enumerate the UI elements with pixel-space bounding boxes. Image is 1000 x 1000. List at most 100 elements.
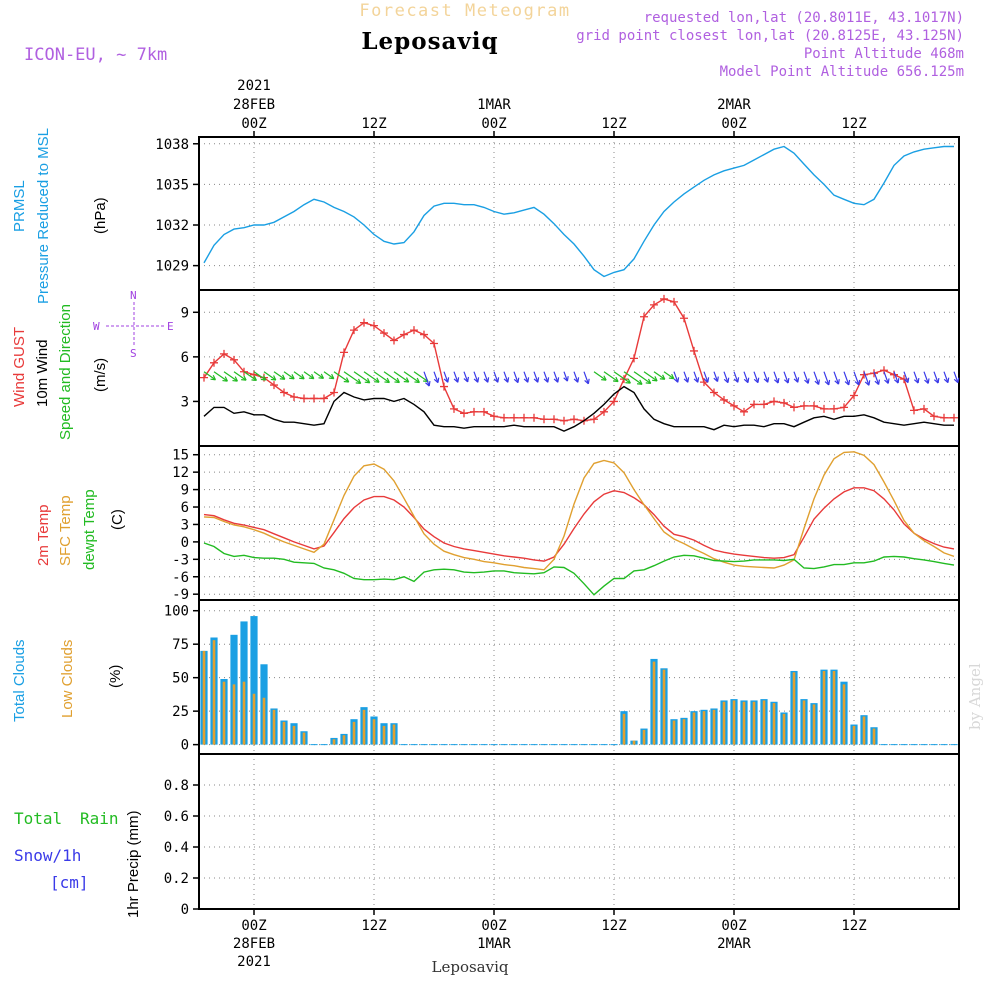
wind-arrow-head bbox=[308, 373, 315, 380]
wind-arrow-head bbox=[636, 379, 643, 385]
wind-arrow bbox=[733, 371, 739, 383]
series-wind-1 bbox=[203, 385, 954, 432]
wind-arrow-head bbox=[493, 377, 500, 383]
series-wind-0 bbox=[203, 298, 954, 422]
wind-arrow bbox=[303, 371, 315, 380]
cloud-bar-low bbox=[252, 693, 256, 745]
wind-arrow bbox=[633, 371, 652, 384]
wind-arrow-head bbox=[364, 377, 371, 384]
gust-marker bbox=[290, 392, 298, 401]
time-label-top: 12Z bbox=[361, 116, 386, 132]
wind-arrow-head bbox=[933, 377, 940, 384]
wind-arrow bbox=[783, 371, 789, 384]
wind-arrow bbox=[413, 371, 429, 383]
gust-marker bbox=[450, 404, 458, 413]
time-label-bottom: 12Z bbox=[601, 918, 626, 934]
gust-marker bbox=[660, 294, 668, 303]
y-tick-label-temperature: -3 bbox=[172, 552, 189, 568]
gust-marker bbox=[800, 401, 808, 410]
station-title: Leposaviq bbox=[361, 28, 498, 55]
wind-arrow bbox=[253, 371, 267, 381]
wind-arrow bbox=[623, 371, 643, 385]
wind-arrow-head bbox=[584, 378, 590, 385]
wind-arrow-head bbox=[953, 377, 960, 384]
wind-arrow-head bbox=[645, 378, 652, 385]
gust-marker bbox=[830, 404, 838, 413]
time-label-top: 00Z bbox=[481, 116, 506, 132]
wind-arrow-head bbox=[425, 380, 431, 387]
label-sfc-temp: SFC Temp bbox=[57, 495, 74, 566]
cloud-bar-low bbox=[362, 709, 366, 745]
model-altitude: Model Point Altitude 656.125m bbox=[720, 64, 964, 80]
wind-arrow bbox=[583, 371, 589, 384]
wind-arrow-head bbox=[543, 377, 550, 383]
wind-arrow bbox=[803, 371, 809, 384]
wind-arrow-head bbox=[533, 377, 540, 383]
wind-arrow bbox=[203, 371, 216, 381]
time-label-bottom: 2021 bbox=[237, 954, 271, 970]
wind-arrow bbox=[693, 371, 699, 383]
wind-arrow-head bbox=[553, 377, 560, 383]
wind-arrow-head bbox=[903, 377, 910, 384]
wind-arrow-head bbox=[279, 374, 286, 380]
y-tick-label-wind: 3 bbox=[181, 394, 189, 410]
wind-arrow bbox=[473, 371, 479, 383]
y-tick-label-temperature: 9 bbox=[181, 483, 189, 499]
compass-s: S bbox=[130, 347, 137, 360]
wind-arrow bbox=[813, 371, 820, 385]
gust-marker bbox=[320, 394, 328, 403]
gust-marker bbox=[270, 381, 278, 390]
gust-marker bbox=[640, 312, 648, 321]
wind-arrow bbox=[643, 371, 658, 382]
wind-arrow-head bbox=[374, 377, 380, 383]
gust-marker bbox=[840, 403, 848, 412]
cloud-bar-low bbox=[272, 709, 276, 745]
time-label-bottom: 12Z bbox=[841, 918, 866, 934]
wind-arrow-head bbox=[854, 379, 861, 386]
gust-marker bbox=[300, 394, 308, 403]
gust-marker bbox=[520, 413, 528, 422]
time-label-top: 2MAR bbox=[717, 97, 751, 113]
wind-arrow bbox=[333, 371, 350, 383]
wind-arrow bbox=[603, 371, 619, 383]
cloud-bar-low bbox=[262, 697, 266, 745]
cloud-bar-low bbox=[762, 700, 766, 745]
label-2m-temp: 2m Temp bbox=[35, 505, 52, 566]
wind-arrow-head bbox=[289, 374, 295, 380]
wind-arrow-head bbox=[713, 376, 719, 382]
wind-arrow bbox=[893, 371, 899, 384]
cloud-bar-low bbox=[812, 704, 816, 745]
gust-marker bbox=[210, 358, 218, 367]
compass-n: N bbox=[130, 289, 137, 302]
wind-arrow bbox=[933, 371, 939, 384]
gust-marker bbox=[610, 397, 618, 406]
wind-arrow bbox=[343, 371, 362, 384]
wind-arrow bbox=[873, 371, 880, 385]
gust-marker bbox=[340, 348, 348, 357]
panel-frame-wind bbox=[198, 289, 960, 447]
wind-arrow bbox=[673, 371, 679, 383]
cloud-bar-low bbox=[722, 701, 726, 745]
gust-marker bbox=[390, 336, 398, 345]
wind-arrow-head bbox=[773, 377, 780, 384]
wind-arrow bbox=[213, 371, 228, 382]
wind-arrow-head bbox=[683, 377, 690, 383]
cloud-bar-low bbox=[802, 700, 806, 745]
y-tick-label-pressure: 1035 bbox=[155, 177, 189, 193]
gust-marker bbox=[650, 300, 658, 309]
cloud-bar-low bbox=[332, 739, 336, 745]
label-speed-direction: Speed and Direction bbox=[57, 304, 74, 440]
wind-arrow bbox=[443, 371, 449, 383]
wind-arrow bbox=[433, 371, 439, 383]
wind-arrow bbox=[573, 371, 579, 383]
wind-arrow-head bbox=[328, 373, 335, 380]
time-label-bottom: 2MAR bbox=[717, 936, 751, 952]
gust-marker bbox=[380, 329, 388, 338]
cloud-bar-low bbox=[282, 721, 286, 745]
label-prmsl: PRMSL bbox=[11, 180, 28, 232]
gust-marker bbox=[600, 407, 608, 416]
wind-arrow-head bbox=[723, 377, 730, 384]
y-tick-label-pressure: 1029 bbox=[155, 259, 189, 275]
wind-arrow-head bbox=[251, 375, 257, 382]
wind-arrow-head bbox=[884, 378, 890, 384]
